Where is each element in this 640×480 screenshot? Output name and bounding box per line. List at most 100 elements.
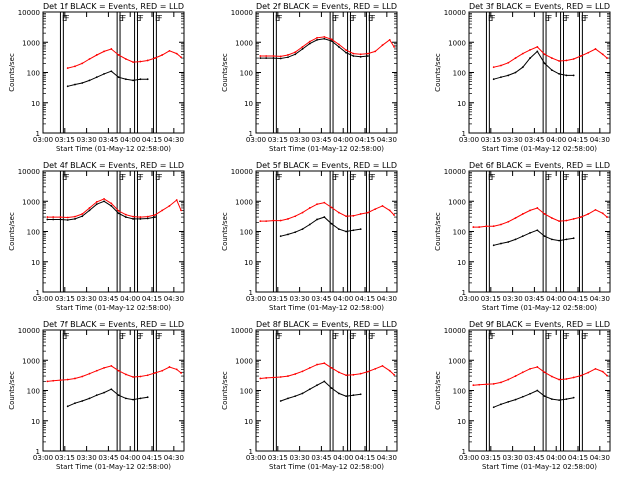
marker-label: E <box>562 14 567 23</box>
data-point-lld <box>117 209 120 212</box>
data-point-lld <box>500 381 502 384</box>
marker-label: E <box>275 332 280 341</box>
y-tick-label: 100 <box>453 229 466 237</box>
data-point-lld <box>81 213 84 215</box>
data-point-events <box>543 62 546 65</box>
y-axis-label: Counts/sec <box>8 212 16 251</box>
data-point-events <box>308 42 311 45</box>
data-point-lld <box>301 370 304 373</box>
data-point-lld <box>374 50 377 53</box>
data-point-events <box>572 237 575 240</box>
data-point-lld <box>132 376 135 378</box>
data-point-lld <box>175 199 178 201</box>
marker-label: E <box>155 173 160 182</box>
marker-label: E <box>349 332 354 341</box>
x-tick-label: 04:30 <box>164 136 184 144</box>
data-point-events <box>536 229 539 232</box>
data-point-lld <box>521 371 524 374</box>
data-point-events <box>74 83 76 86</box>
plot-frame <box>255 170 398 293</box>
data-point-lld <box>272 55 275 57</box>
data-point-lld <box>323 36 326 38</box>
data-point-lld <box>154 214 156 216</box>
data-point-events <box>139 397 142 400</box>
data-point-events <box>139 78 142 81</box>
y-tick-label: 1 <box>36 448 40 456</box>
data-point-lld <box>308 40 311 43</box>
data-point-lld <box>337 371 340 374</box>
data-point-lld <box>66 216 69 219</box>
series-line-events <box>260 38 368 60</box>
series-line-lld <box>260 362 395 379</box>
data-point-events <box>337 228 340 231</box>
data-point-events <box>265 57 268 59</box>
data-point-events <box>74 218 76 220</box>
data-point-lld <box>492 225 495 228</box>
data-point-lld <box>529 209 531 212</box>
x-tick-label: 04:30 <box>590 136 610 144</box>
data-point-lld <box>259 377 262 380</box>
x-tick-label: 03:15 <box>481 295 501 303</box>
y-tick-label: 10 <box>244 259 253 267</box>
series-line-events <box>67 388 148 407</box>
data-point-events <box>259 57 262 59</box>
data-point-lld <box>88 207 91 209</box>
panel-title: Det 5f BLACK = Events, RED = LLD <box>256 161 397 170</box>
data-point-events <box>352 55 355 57</box>
x-axis-label: Start Time (01-May-12 02:58:00) <box>482 145 597 153</box>
marker-label: E <box>332 173 337 182</box>
data-point-lld <box>388 209 391 212</box>
data-point-events <box>565 74 568 77</box>
marker-label: F <box>278 332 283 341</box>
y-tick-label: 1 <box>36 289 40 297</box>
marker-label: E <box>545 332 550 341</box>
data-point-events <box>359 55 362 58</box>
data-point-events <box>124 216 127 218</box>
y-tick-label: 10000 <box>18 9 40 17</box>
y-tick-label: 1 <box>249 289 253 297</box>
data-point-events <box>367 55 369 57</box>
marker-label: F <box>139 173 144 182</box>
data-point-lld <box>132 61 135 64</box>
data-point-lld <box>330 366 333 369</box>
marker-label: F <box>352 173 357 182</box>
data-point-events <box>52 218 55 221</box>
plot-frame <box>468 329 611 452</box>
x-tick-label: 04:00 <box>333 295 353 303</box>
plot-frame <box>255 329 398 452</box>
x-tick-label: 04:00 <box>546 295 566 303</box>
data-point-lld <box>337 211 340 214</box>
data-point-lld <box>374 208 377 211</box>
marker-label: F <box>335 14 340 23</box>
x-tick-label: 03:15 <box>481 454 501 462</box>
marker-label: E <box>488 332 493 341</box>
data-point-lld <box>565 59 568 62</box>
y-axis-label: Counts/sec <box>221 212 229 251</box>
x-axis-label: Start Time (01-May-12 02:58:00) <box>269 463 384 471</box>
data-point-lld <box>485 225 488 228</box>
data-point-lld <box>543 213 546 215</box>
data-point-events <box>550 238 553 241</box>
data-point-events <box>287 56 289 59</box>
data-point-lld <box>606 57 608 59</box>
x-tick-label: 03:00 <box>459 454 479 462</box>
y-tick-label: 10000 <box>231 327 253 335</box>
panel-title: Det 6f BLACK = Events, RED = LLD <box>469 161 610 170</box>
data-point-lld <box>352 214 355 217</box>
data-point-events <box>95 394 98 397</box>
x-tick-label: 03:30 <box>503 136 523 144</box>
data-point-events <box>88 397 91 400</box>
plot-frame <box>255 11 398 134</box>
x-tick-label: 03:00 <box>459 295 479 303</box>
data-point-events <box>272 57 275 59</box>
y-tick-label: 100 <box>240 388 253 396</box>
x-tick-label: 04:15 <box>568 295 588 303</box>
x-axis-label: Start Time (01-May-12 02:58:00) <box>269 145 384 153</box>
data-point-lld <box>514 57 517 59</box>
y-axis-label: Counts/sec <box>434 53 442 92</box>
data-point-events <box>323 380 326 383</box>
data-point-lld <box>294 373 297 375</box>
marker-label: E <box>581 14 586 23</box>
data-point-lld <box>66 378 69 381</box>
data-point-events <box>59 218 62 221</box>
